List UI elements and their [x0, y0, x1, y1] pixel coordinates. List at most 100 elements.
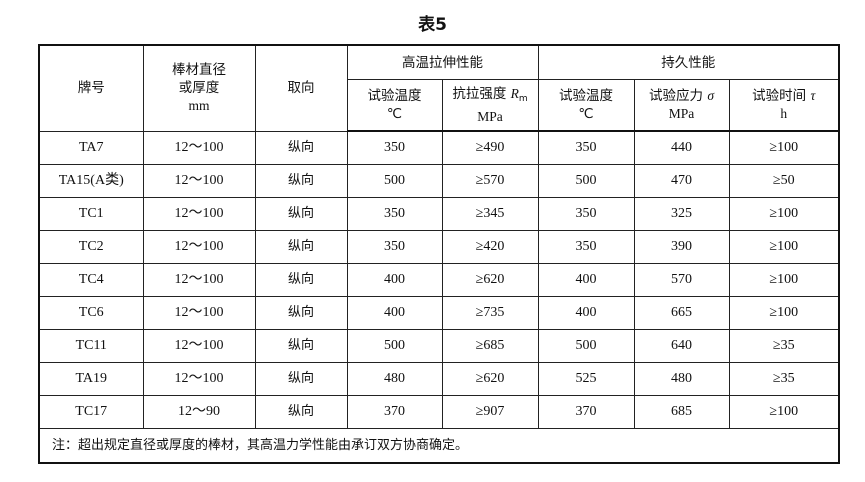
cell-size: 12～100: [142, 164, 256, 198]
cell-tensile-temp: 350: [346, 230, 443, 264]
unit: ℃: [578, 106, 594, 122]
header-group-tensile: 高温拉伸性能: [346, 44, 539, 80]
cell-size: 12～100: [142, 230, 256, 264]
cell-creep-temp: 370: [537, 395, 635, 429]
label: 试验应力: [649, 88, 704, 104]
table-title: 表5: [418, 15, 447, 35]
cell-creep-stress: 390: [633, 230, 730, 264]
cell-grade: TA15(A类): [38, 164, 144, 198]
symbol: R: [510, 85, 519, 101]
cell-tensile-temp: 400: [346, 296, 443, 330]
cell-creep-stress: 570: [633, 263, 730, 297]
cell-creep-temp: 400: [537, 263, 635, 297]
table-row: TC2 12～100 纵向 350 ≥420 350 390 ≥100: [38, 230, 840, 264]
cell-tensile-temp: 500: [346, 164, 443, 198]
cell-grade: TC17: [38, 395, 144, 429]
cell-creep-time: ≥35: [728, 329, 840, 363]
cell-tensile-temp: 370: [346, 395, 443, 429]
cell-tensile-strength: ≥620: [441, 362, 539, 396]
cell-size: 12～100: [142, 263, 256, 297]
cell-creep-temp: 500: [537, 164, 635, 198]
unit: h: [780, 106, 788, 121]
cell-orientation: 纵向: [254, 362, 348, 396]
cell-orientation: 纵向: [254, 296, 348, 330]
table-row: TA19 12～100 纵向 480 ≥620 525 480 ≥35: [38, 362, 840, 396]
unit: MPa: [668, 106, 695, 121]
cell-tensile-strength: ≥620: [441, 263, 539, 297]
table-row: TA7 12～100 纵向 350 ≥490 350 440 ≥100: [38, 130, 840, 165]
cell-size: 12～100: [142, 130, 256, 165]
table-row: TC1 12～100 纵向 350 ≥345 350 325 ≥100: [38, 197, 840, 231]
table-note: 注：超出规定直径或厚度的棒材，其高温力学性能由承订双方协商确定。: [38, 428, 840, 464]
cell-creep-time: ≥100: [728, 296, 840, 330]
cell-creep-temp: 350: [537, 130, 635, 165]
cell-grade: TA19: [38, 362, 144, 396]
cell-creep-stress: 325: [633, 197, 730, 231]
cell-creep-time: ≥100: [728, 197, 840, 231]
cell-creep-time: ≥100: [728, 263, 840, 297]
header-creep-stress: 试验应力 σ MPa: [633, 79, 730, 132]
cell-grade: TC2: [38, 230, 144, 264]
header-size-unit: mm: [188, 98, 210, 114]
cell-creep-temp: 350: [537, 197, 635, 231]
cell-creep-time: ≥50: [728, 164, 840, 198]
cell-orientation: 纵向: [254, 164, 348, 198]
cell-size: 12～100: [142, 296, 256, 330]
cell-creep-time: ≥35: [728, 362, 840, 396]
cell-tensile-temp: 400: [346, 263, 443, 297]
subscript: m: [518, 93, 528, 104]
header-creep-time: 试验时间 τ h: [728, 79, 840, 132]
cell-tensile-strength: ≥490: [441, 130, 539, 165]
cell-orientation: 纵向: [254, 130, 348, 165]
header-size-line1: 棒材直径: [172, 62, 226, 79]
table-row: TC6 12～100 纵向 400 ≥735 400 665 ≥100: [38, 296, 840, 330]
properties-table: 牌号 棒材直径 或厚度 mm 取向 高温拉伸性能 持久性能 试验温度 ℃ 抗拉强…: [38, 44, 840, 464]
cell-creep-stress: 440: [633, 130, 730, 165]
cell-creep-stress: 665: [633, 296, 730, 330]
cell-size: 12～100: [142, 362, 256, 396]
header-size: 棒材直径 或厚度 mm: [142, 44, 256, 132]
cell-creep-temp: 350: [537, 230, 635, 264]
cell-orientation: 纵向: [254, 395, 348, 429]
header-size-line2: 或厚度: [178, 80, 220, 97]
cell-grade: TC6: [38, 296, 144, 330]
cell-tensile-strength: ≥685: [441, 329, 539, 363]
cell-orientation: 纵向: [254, 263, 348, 297]
cell-size: 12～100: [142, 197, 256, 231]
cell-tensile-temp: 350: [346, 130, 443, 165]
cell-tensile-strength: ≥420: [441, 230, 539, 264]
cell-grade: TC11: [38, 329, 144, 363]
cell-tensile-temp: 480: [346, 362, 443, 396]
label: 试验温度: [559, 88, 613, 104]
cell-creep-time: ≥100: [728, 130, 840, 165]
cell-tensile-strength: ≥570: [441, 164, 539, 198]
cell-orientation: 纵向: [254, 197, 348, 231]
cell-orientation: 纵向: [254, 329, 348, 363]
header-creep-temp: 试验温度 ℃: [537, 79, 635, 132]
cell-creep-stress: 480: [633, 362, 730, 396]
header-orientation: 取向: [254, 44, 348, 132]
cell-creep-temp: 525: [537, 362, 635, 396]
cell-tensile-strength: ≥907: [441, 395, 539, 429]
cell-creep-time: ≥100: [728, 395, 840, 429]
cell-creep-temp: 500: [537, 329, 635, 363]
header-tensile-temp: 试验温度 ℃: [346, 79, 443, 132]
label: 试验温度: [367, 88, 422, 104]
table-row: TC4 12～100 纵向 400 ≥620 400 570 ≥100: [38, 263, 840, 297]
table-row: TC17 12～90 纵向 370 ≥907 370 685 ≥100: [38, 395, 840, 429]
cell-creep-stress: 470: [633, 164, 730, 198]
cell-tensile-temp: 350: [346, 197, 443, 231]
cell-creep-stress: 685: [633, 395, 730, 429]
cell-tensile-strength: ≥345: [441, 197, 539, 231]
table-row: TC11 12～100 纵向 500 ≥685 500 640 ≥35: [38, 329, 840, 363]
cell-tensile-strength: ≥735: [441, 296, 539, 330]
cell-orientation: 纵向: [254, 230, 348, 264]
unit: ℃: [386, 106, 403, 122]
cell-grade: TA7: [38, 130, 144, 165]
note-row: 注：超出规定直径或厚度的棒材，其高温力学性能由承订双方协商确定。: [38, 428, 840, 464]
header-grade: 牌号: [38, 44, 144, 132]
cell-creep-temp: 400: [537, 296, 635, 330]
cell-grade: TC4: [38, 263, 144, 297]
cell-size: 12～90: [142, 395, 256, 429]
cell-creep-time: ≥100: [728, 230, 840, 264]
